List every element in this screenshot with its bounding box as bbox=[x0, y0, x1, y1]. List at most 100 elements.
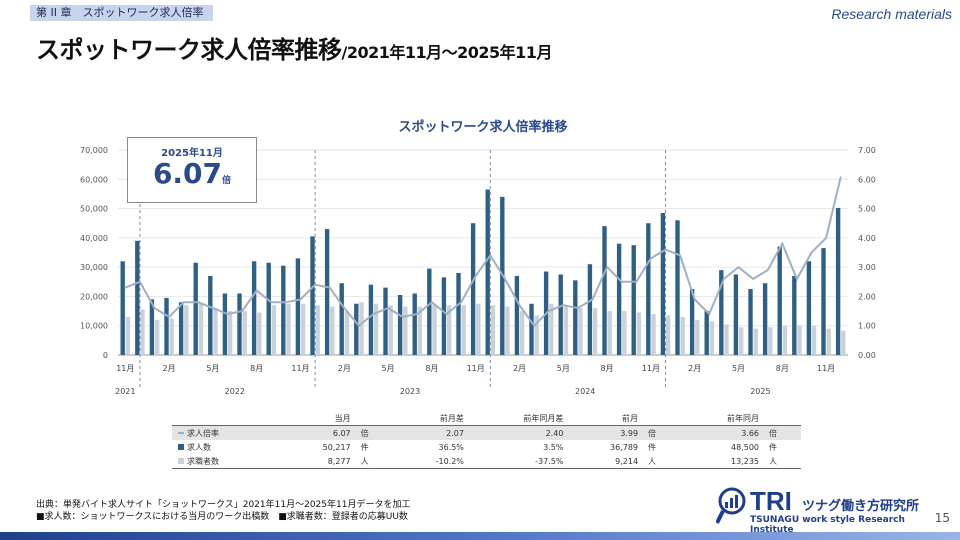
jobs-bar bbox=[368, 284, 374, 355]
ratio-line bbox=[124, 176, 842, 328]
seekers-bar bbox=[519, 311, 525, 355]
table-row: 求人倍率 6.07 倍 2.07 2.40 3.99 倍 3.66 倍 bbox=[172, 425, 801, 440]
cell-unit: 件 bbox=[769, 442, 777, 452]
seekers-bar bbox=[388, 305, 393, 355]
seekers-bar bbox=[446, 305, 452, 355]
jobs-bar bbox=[631, 245, 636, 355]
summary-header-current: 当月 bbox=[280, 411, 355, 426]
jobs-bar bbox=[397, 294, 403, 355]
ratio-point bbox=[212, 307, 214, 310]
ratio-point bbox=[577, 307, 579, 310]
jobs-bar bbox=[266, 262, 271, 355]
cell-unit: 人 bbox=[354, 454, 393, 469]
seekers-bar bbox=[665, 315, 671, 355]
jobs-bar bbox=[295, 258, 301, 355]
jobs-bar bbox=[208, 275, 213, 355]
job-ratio-chart: スポットワーク求人倍率推移 0 10,000 20,000 30,000 40,000 50… bbox=[80, 119, 876, 396]
cell-unit: 倍 bbox=[642, 425, 681, 440]
seekers-bar bbox=[490, 305, 496, 355]
jobs-bar bbox=[777, 246, 782, 355]
seekers-bar bbox=[315, 305, 320, 355]
seekers-bar bbox=[242, 311, 247, 355]
page-title-period: /2021年11月～2025年11月 bbox=[341, 43, 553, 62]
ratio-point bbox=[124, 286, 127, 289]
table-row: 求人数 50,217 件 36.5% 3.5% 36,789 件 48,500 … bbox=[172, 440, 801, 454]
seekers-bar bbox=[154, 319, 160, 355]
jobs-bar bbox=[573, 280, 578, 355]
right-axis-tick-label: 3.00 bbox=[858, 263, 876, 272]
x-tick-label: 11月 bbox=[817, 364, 835, 373]
cell: 9,214 bbox=[567, 454, 643, 469]
left-axis-tick-label: 50,000 bbox=[80, 205, 108, 214]
ratio-point bbox=[591, 298, 594, 301]
ratio-point bbox=[182, 301, 185, 304]
seekers-bar bbox=[578, 308, 583, 355]
seekers-bar bbox=[286, 303, 291, 355]
right-axis-tick-label: 5.00 bbox=[858, 205, 876, 214]
seekers-bar bbox=[753, 328, 758, 355]
ratio-point bbox=[314, 283, 316, 286]
jobs-bar bbox=[485, 189, 490, 355]
ratio-point bbox=[431, 301, 433, 304]
jobs-bar bbox=[558, 274, 563, 355]
ratio-point bbox=[168, 316, 171, 318]
seekers-bar bbox=[403, 306, 408, 355]
ratio-point bbox=[255, 289, 258, 292]
seekers-bar bbox=[373, 303, 379, 355]
jobs-bar bbox=[427, 268, 432, 355]
seekers-bar bbox=[300, 303, 306, 355]
jobs-bar bbox=[456, 273, 461, 355]
ratio-point bbox=[635, 280, 638, 283]
x-tick-label: 11月 bbox=[116, 364, 134, 373]
ratio-point bbox=[226, 313, 229, 315]
summary-header-prev-month: 前月 bbox=[567, 411, 643, 426]
jobs-bar bbox=[324, 229, 330, 355]
left-axis-tick-label: 0 bbox=[103, 351, 108, 360]
seekers-bar bbox=[797, 325, 802, 355]
magnifier-chart-icon bbox=[716, 487, 746, 524]
ratio-point bbox=[533, 324, 535, 327]
tri-logo: TRI ツナグ働き方研究所 TSUNAGU work style Researc… bbox=[716, 486, 926, 535]
bottom-accent-bar bbox=[0, 532, 960, 540]
callout-unit: 倍 bbox=[222, 176, 232, 186]
cell: 3.99 bbox=[567, 425, 643, 440]
left-axis-tick-label: 20,000 bbox=[80, 292, 108, 301]
callout-label: 2025年11月 bbox=[161, 148, 223, 159]
table-row: 求職者数 8,277 人 -10.2% -37.5% 9,214 人 13,23… bbox=[172, 454, 801, 469]
year-label: 2022 bbox=[225, 387, 245, 396]
cell: 3.5% bbox=[543, 442, 564, 452]
jobs-bar bbox=[178, 302, 184, 355]
seekers-bar bbox=[782, 325, 788, 355]
ratio-point bbox=[562, 304, 565, 307]
jobs-bar bbox=[616, 243, 622, 355]
x-tick-label: 5月 bbox=[557, 364, 570, 373]
ratio-point bbox=[139, 280, 141, 283]
cell: 50,217 bbox=[322, 442, 351, 452]
x-tick-label: 8月 bbox=[250, 364, 263, 373]
jobs-bar bbox=[135, 240, 140, 355]
right-axis-tick-label: 6.00 bbox=[858, 175, 876, 184]
jobs-bar bbox=[354, 303, 359, 355]
seekers-bar bbox=[651, 314, 656, 355]
cell-unit: 人 bbox=[763, 454, 801, 469]
ratio-point bbox=[474, 275, 477, 277]
row-label: 求職者数 bbox=[172, 454, 280, 469]
page-number: 15 bbox=[934, 511, 950, 525]
row-label: 求人倍率 bbox=[172, 425, 280, 440]
seekers-bar bbox=[709, 321, 715, 355]
ratio-point bbox=[620, 280, 623, 283]
jobs-legend-swatch bbox=[178, 444, 184, 450]
seekers-bar bbox=[841, 330, 846, 355]
summary-header-mom: 前月差 bbox=[392, 411, 468, 426]
seekers-bar bbox=[125, 316, 131, 355]
ratio-point bbox=[270, 301, 273, 304]
right-axis-tick-label: 0.00 bbox=[858, 351, 876, 360]
seekers-bar bbox=[169, 318, 174, 355]
row-label-text: 求職者数 bbox=[187, 456, 219, 466]
seekers-bar bbox=[432, 303, 437, 355]
cell-unit: 件 bbox=[360, 442, 369, 452]
year-label: 2021 bbox=[115, 387, 135, 396]
ratio-point bbox=[416, 313, 419, 315]
seekers-bar bbox=[534, 315, 539, 355]
jobs-bar bbox=[719, 270, 724, 355]
